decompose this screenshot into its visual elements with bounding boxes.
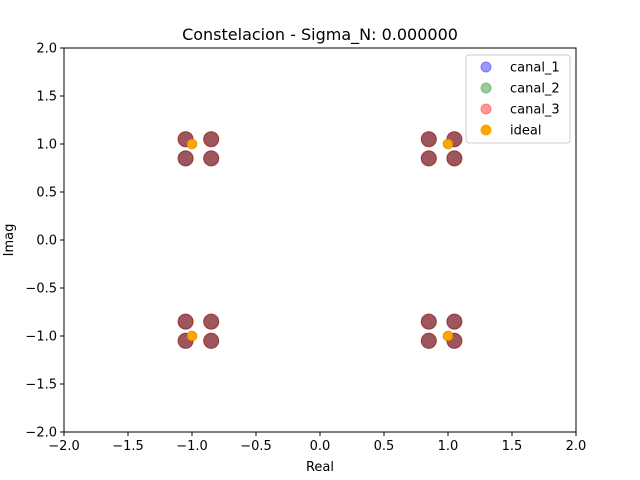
point-canal_2	[203, 150, 220, 167]
x-tick-label: 0.5	[374, 439, 395, 454]
legend-label-canal_2: canal_2	[510, 82, 560, 97]
legend-label-ideal: ideal	[510, 124, 541, 139]
y-tick-label: 0.5	[36, 186, 57, 201]
y-axis-ticks: −2.0 −1.5 −1.0 −0.5 0.0 0.5 1.0 1.5 2.0	[25, 42, 64, 441]
point-canal_1	[420, 332, 437, 349]
x-axis-ticks: −2.0 −1.5 −1.0 −0.5 0.0 0.5 1.0 1.5 2.0	[48, 432, 586, 454]
point-ideal	[186, 138, 198, 150]
point-canal_1	[420, 313, 437, 330]
x-axis-label: Real	[306, 460, 334, 475]
y-tick-label: 1.0	[36, 138, 57, 153]
point-canal_2	[446, 150, 463, 167]
point-canal_3	[420, 332, 437, 349]
x-tick-label: −2.0	[48, 439, 80, 454]
y-tick-label: −2.0	[25, 426, 57, 441]
legend-marker-canal_1	[480, 61, 492, 73]
point-canal_3	[177, 150, 194, 167]
point-canal_1	[420, 150, 437, 167]
point-canal_2	[177, 313, 194, 330]
point-canal_3	[203, 332, 220, 349]
x-tick-label: −1.5	[112, 439, 144, 454]
point-canal_2	[420, 332, 437, 349]
point-canal_3	[446, 150, 463, 167]
x-tick-label: 2.0	[566, 439, 587, 454]
point-canal_3	[177, 313, 194, 330]
point-canal_2	[420, 131, 437, 148]
point-canal_3	[420, 131, 437, 148]
point-ideal	[186, 330, 198, 342]
point-canal_1	[203, 150, 220, 167]
x-tick-label: −1.0	[176, 439, 208, 454]
point-canal_1	[177, 313, 194, 330]
point-canal_3	[420, 150, 437, 167]
point-canal_1	[203, 313, 220, 330]
point-canal_1	[446, 150, 463, 167]
legend-box	[465, 54, 571, 144]
point-canal_3	[446, 313, 463, 330]
point-canal_2	[446, 313, 463, 330]
point-canal_1	[177, 150, 194, 167]
point-ideal	[442, 138, 454, 150]
legend-marker-ideal	[480, 124, 492, 136]
point-canal_3	[203, 313, 220, 330]
point-canal_1	[420, 131, 437, 148]
point-canal_2	[203, 131, 220, 148]
y-axis-label: Imag	[2, 224, 17, 257]
point-canal_3	[203, 131, 220, 148]
y-tick-label: −1.0	[25, 330, 57, 345]
x-tick-label: 0.0	[310, 439, 331, 454]
point-canal_3	[420, 313, 437, 330]
legend-marker-canal_2	[480, 82, 492, 94]
point-ideal	[442, 330, 454, 342]
point-canal_1	[446, 313, 463, 330]
point-canal_2	[420, 313, 437, 330]
chart-title: Constelacion - Sigma_N: 0.000000	[182, 25, 458, 45]
point-canal_2	[177, 150, 194, 167]
y-tick-label: 0.0	[36, 234, 57, 249]
point-canal_2	[203, 332, 220, 349]
y-tick-label: −1.5	[25, 378, 57, 393]
legend-label-canal_3: canal_3	[510, 103, 560, 118]
legend-marker-canal_3	[480, 103, 492, 115]
point-canal_2	[420, 150, 437, 167]
x-tick-label: 1.5	[502, 439, 523, 454]
point-canal_2	[203, 313, 220, 330]
y-tick-label: 1.5	[36, 90, 57, 105]
x-tick-label: −0.5	[240, 439, 272, 454]
point-canal_3	[203, 150, 220, 167]
legend-label-canal_1: canal_1	[510, 61, 560, 76]
y-tick-label: −0.5	[25, 282, 57, 297]
point-canal_1	[203, 131, 220, 148]
point-canal_1	[203, 332, 220, 349]
scatter-points	[177, 131, 463, 349]
x-tick-label: 1.0	[438, 439, 459, 454]
y-tick-label: 2.0	[36, 42, 57, 57]
